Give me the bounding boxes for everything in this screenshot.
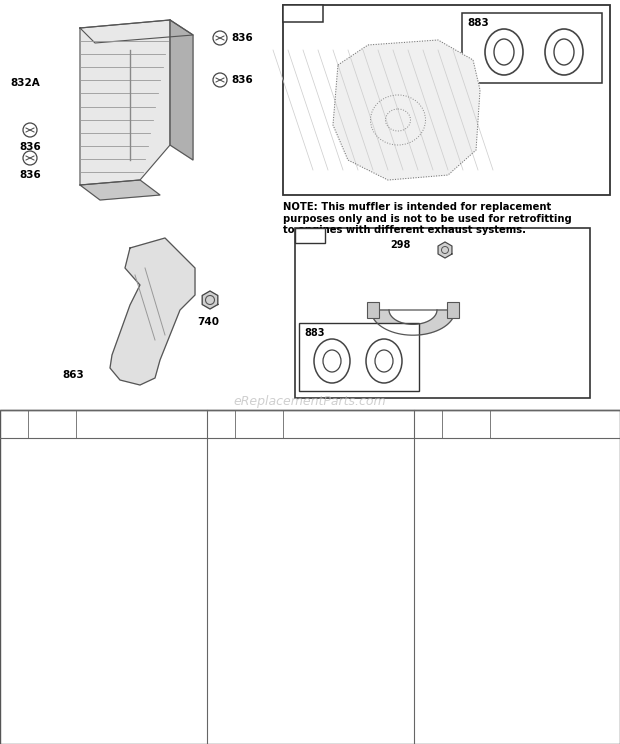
Text: Gasket-Exhaust: Gasket-Exhaust: [493, 455, 570, 466]
Polygon shape: [170, 20, 193, 160]
Text: 710023: 710023: [239, 489, 279, 499]
Text: 792380: 792380: [239, 466, 280, 476]
Text: 836: 836: [19, 170, 41, 180]
Text: 863: 863: [418, 443, 438, 453]
Text: 836: 836: [231, 75, 253, 85]
Text: PART
NO.: PART NO.: [42, 414, 63, 434]
Text: 883: 883: [467, 18, 489, 28]
Text: Nut
(Muffler Bracket): Nut (Muffler Bracket): [286, 443, 368, 464]
Text: Elbow-Exhaust: Elbow-Exhaust: [79, 478, 151, 489]
Text: Muffler
(Low Mount): Muffler (Low Mount): [79, 455, 140, 477]
Bar: [0, 410, 620, 744]
Text: REF.
NO.: REF. NO.: [419, 414, 436, 434]
Text: DESCRIPTION: DESCRIPTION: [113, 420, 170, 429]
Text: Δ*710250: Δ*710250: [440, 455, 492, 466]
Text: 863: 863: [62, 370, 84, 380]
Text: 710090: 710090: [239, 443, 279, 453]
Text: REF.
NO.: REF. NO.: [213, 414, 229, 434]
Text: NOTE: This muffler is intended for replacement
purposes only and is not to be us: NOTE: This muffler is intended for repla…: [283, 202, 572, 235]
Text: 303: 303: [300, 231, 320, 240]
Text: 715601: 715601: [32, 478, 73, 489]
Text: 300A: 300A: [288, 8, 318, 19]
Text: Screw
(Muffler Guard): Screw (Muffler Guard): [286, 489, 361, 510]
Text: 740: 740: [211, 443, 231, 453]
Text: PART
NO.: PART NO.: [456, 414, 476, 434]
Polygon shape: [438, 242, 452, 258]
Text: Bracket-Muffler: Bracket-Muffler: [493, 443, 568, 453]
Text: 298: 298: [390, 240, 410, 250]
Text: PART
NO.: PART NO.: [249, 414, 269, 434]
Polygon shape: [202, 291, 218, 309]
Text: REF.
NO.: REF. NO.: [6, 414, 22, 434]
Text: eReplacementParts.com: eReplacementParts.com: [234, 396, 386, 408]
Bar: [283, 5, 610, 195]
Bar: [283, 5, 323, 22]
Text: 836: 836: [231, 33, 253, 43]
Text: DESCRIPTION: DESCRIPTION: [320, 420, 377, 429]
Text: 883: 883: [304, 328, 324, 338]
Polygon shape: [371, 310, 455, 336]
Bar: [295, 228, 325, 243]
Text: 832A: 832A: [207, 466, 235, 476]
Polygon shape: [110, 238, 195, 385]
Text: 836: 836: [211, 489, 231, 499]
Polygon shape: [80, 180, 160, 200]
Text: 303: 303: [4, 478, 24, 489]
Polygon shape: [80, 20, 193, 43]
Text: 883: 883: [418, 455, 438, 466]
Bar: [462, 13, 602, 83]
Bar: [295, 228, 590, 398]
Text: 832A: 832A: [10, 78, 40, 88]
Text: Locknut-Muffler/Elbow: Locknut-Muffler/Elbow: [79, 443, 188, 453]
Polygon shape: [80, 20, 170, 185]
Text: 740: 740: [197, 317, 219, 327]
Text: 710090: 710090: [32, 443, 73, 453]
Bar: [367, 302, 379, 318]
Polygon shape: [333, 40, 480, 180]
Bar: [299, 323, 419, 391]
Text: 715600: 715600: [32, 455, 73, 466]
Text: Guard-Muffler
(Low Mount): Guard-Muffler (Low Mount): [286, 466, 353, 487]
Text: DESCRIPTION: DESCRIPTION: [526, 420, 583, 429]
Text: 300A: 300A: [0, 455, 28, 466]
Text: 298: 298: [4, 443, 24, 453]
Bar: [447, 302, 459, 318]
Text: 711978: 711978: [446, 443, 486, 453]
Text: 836: 836: [19, 142, 41, 152]
